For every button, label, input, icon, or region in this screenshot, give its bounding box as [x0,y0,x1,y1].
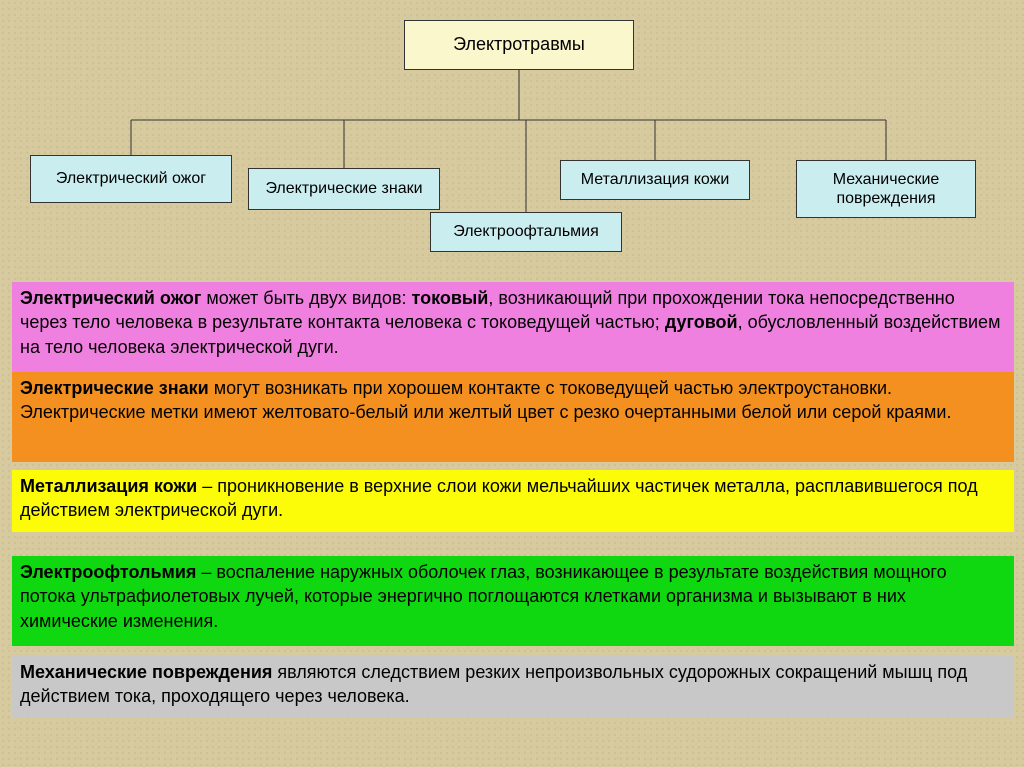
child-node-mechanical: Механические повреждения [796,160,976,218]
panel-term: Механические повреждения [20,662,272,682]
panel-burn: Электрический ожог может быть двух видов… [12,282,1014,372]
panel-term: Металлизация кожи [20,476,197,496]
root-node: Электротравмы [404,20,634,70]
panel-term: дуговой [665,312,738,332]
panel-metallization: Металлизация кожи – проникновение в верх… [12,470,1014,532]
panel-signs: Электрические знаки могут возникать при … [12,372,1014,462]
panel-term: Электрический ожог [20,288,201,308]
child-node-ophthalmia: Электроофтальмия [430,212,622,252]
panel-text: может быть двух видов: [201,288,411,308]
child-node-burn: Электрический ожог [30,155,232,203]
panel-term: Электрические знаки [20,378,209,398]
panel-term: Электроофтольмия [20,562,196,582]
panel-ophthalmia: Электроофтольмия – воспаление наружных о… [12,556,1014,646]
child-node-signs: Электрические знаки [248,168,440,210]
child-node-metallization: Металлизация кожи [560,160,750,200]
panel-mechanical: Механические повреждения являются следст… [12,656,1014,718]
panel-term: токовый [412,288,489,308]
